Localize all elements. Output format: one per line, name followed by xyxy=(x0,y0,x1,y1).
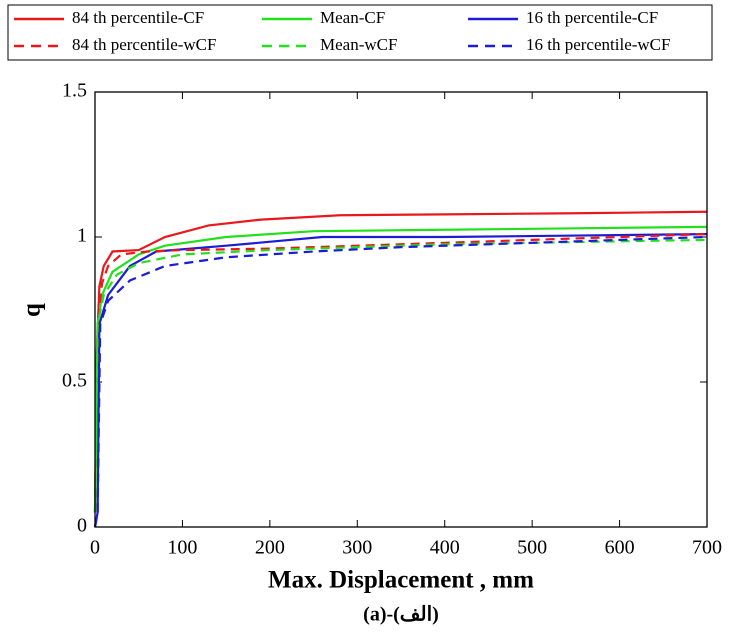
y-tick-label: 1 xyxy=(77,225,87,247)
y-tick-label: 0 xyxy=(77,515,87,537)
plot-frame xyxy=(94,91,708,528)
data-line xyxy=(93,233,708,513)
data-line xyxy=(93,233,708,528)
legend-label: 16 th percentile-CF xyxy=(526,8,658,27)
x-tick-label: 200 xyxy=(255,537,285,559)
legend-label: Mean-CF xyxy=(320,8,385,27)
data-line xyxy=(93,210,708,513)
caption: (a)-(الف) xyxy=(363,604,439,626)
legend-box xyxy=(7,4,713,61)
data-line xyxy=(93,238,708,513)
x-tick-label: 700 xyxy=(692,537,722,559)
x-tick-label: 0 xyxy=(90,537,100,559)
x-tick-label: 400 xyxy=(430,537,460,559)
legend-label: 16 th percentile-wCF xyxy=(526,35,670,54)
y-tick-label: 1.5 xyxy=(62,80,87,102)
y-axis-label: q xyxy=(19,303,46,317)
legend-label: 84 th percentile-wCF xyxy=(72,35,216,54)
x-tick-label: 500 xyxy=(517,537,547,559)
x-tick-label: 100 xyxy=(167,537,197,559)
legend-label: Mean-wCF xyxy=(320,35,397,54)
x-axis-label: Max. Displacement , mm xyxy=(268,567,534,594)
x-tick-label: 300 xyxy=(342,537,372,559)
x-tick-label: 600 xyxy=(605,537,635,559)
data-line xyxy=(93,225,708,513)
legend-label: 84 th percentile-CF xyxy=(72,8,204,27)
data-line xyxy=(93,235,708,528)
y-tick-label: 0.5 xyxy=(62,370,87,392)
